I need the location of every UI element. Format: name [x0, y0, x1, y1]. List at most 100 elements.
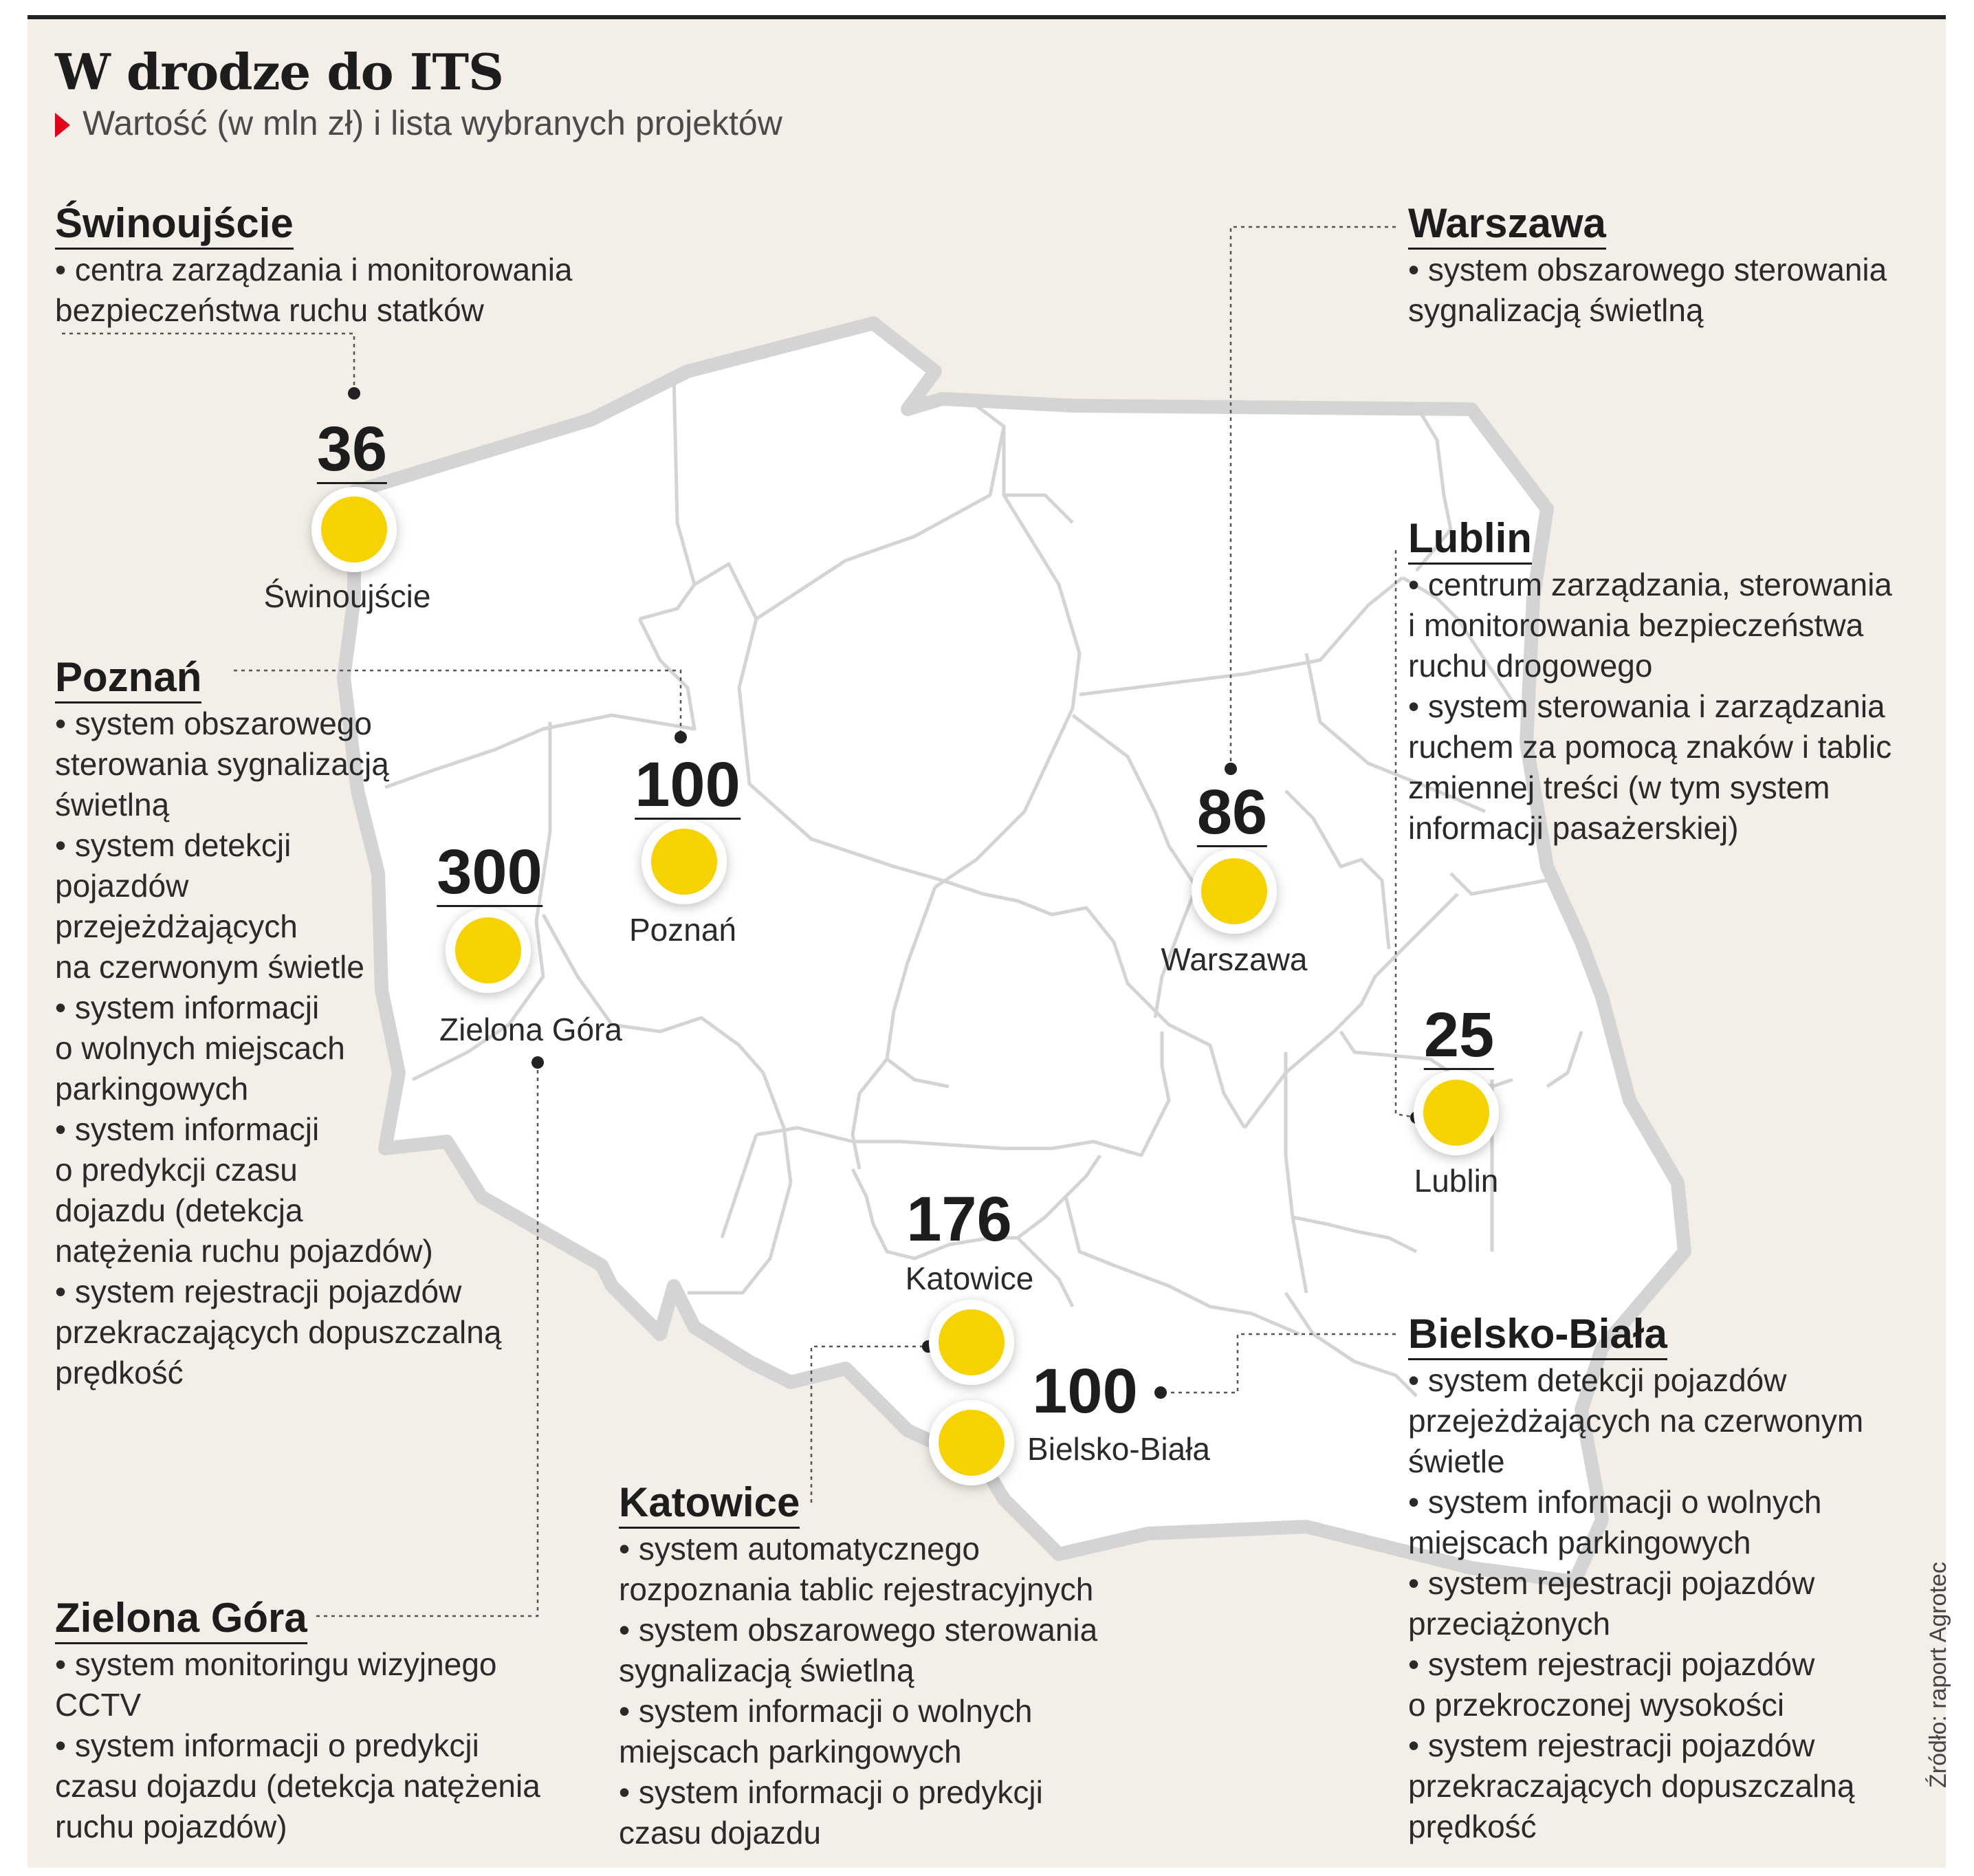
- list-item-cont: ruchu pojazdów): [55, 1809, 287, 1844]
- list-item: system informacji: [55, 988, 501, 1028]
- list-item: system rejestracji pojazdów: [1408, 1563, 1863, 1604]
- list-item-cont: bezpieczeństwa ruchu statków: [55, 290, 573, 331]
- list-item-cont: sygnalizacją świetlną: [1408, 292, 1704, 328]
- block-items: system monitoringu wizyjnego CCTV system…: [55, 1644, 540, 1847]
- block-heading: Zielona Góra: [55, 1594, 307, 1644]
- list-item: system informacji o predykcji: [619, 1772, 1097, 1813]
- list-item: system rejestracji pojazdów: [55, 1272, 501, 1312]
- block-items: centra zarządzania i monitorowania bezpi…: [55, 250, 573, 331]
- block-warszawa: Warszawa system obszarowego sterowania s…: [1408, 199, 1887, 331]
- block-items: system obszarowego sterowania sygnalizac…: [1408, 250, 1887, 331]
- source-note: Źródło: raport Agrotec: [1925, 1562, 1951, 1788]
- block-zielona-gora: Zielona Góra system monitoringu wizyjneg…: [55, 1594, 540, 1847]
- marker-zielona-gora: [446, 908, 531, 993]
- list-item-cont: o predykcji czasu: [55, 1152, 298, 1188]
- block-bielsko-biala: Bielsko-Biała system detekcji pojazdów p…: [1408, 1310, 1863, 1847]
- list-item-cont: przekraczających dopuszczalną: [55, 1314, 502, 1350]
- list-item-cont: natężenia ruchu pojazdów): [55, 1233, 433, 1269]
- list-item-cont: rozpoznania tablic rejestracyjnych: [619, 1571, 1094, 1607]
- list-item: system obszarowego sterowania: [619, 1610, 1097, 1650]
- list-item-cont: prędkość: [1408, 1809, 1537, 1844]
- value-poznan: 100: [635, 750, 741, 820]
- list-item-cont: przekraczających dopuszczalną: [1408, 1768, 1855, 1804]
- marker-lublin: [1414, 1070, 1499, 1155]
- block-heading: Świnoujście: [55, 199, 294, 250]
- list-item: system automatycznego: [619, 1529, 1097, 1569]
- city-markers: [311, 487, 1499, 1485]
- list-item: system informacji o wolnych: [619, 1691, 1097, 1732]
- block-items: system automatycznego rozpoznania tablic…: [619, 1529, 1097, 1853]
- list-item-cont: sterowania sygnalizacją: [55, 746, 389, 782]
- city-label-bielsko-biala: Bielsko-Biała: [1027, 1431, 1210, 1467]
- list-item-cont: dojazdu (detekcja: [55, 1192, 303, 1228]
- leader-lines: [62, 226, 1417, 1617]
- list-item: system obszarowego sterowania: [1408, 250, 1887, 290]
- block-items: system detekcji pojazdów przejeżdżającyc…: [1408, 1360, 1863, 1847]
- marker-bielsko-biala: [929, 1400, 1014, 1485]
- list-item-cont: czasu dojazdu (detekcja natężenia: [55, 1768, 540, 1804]
- block-katowice: Katowice system automatycznego rozpoznan…: [619, 1479, 1097, 1853]
- block-heading: Warszawa: [1408, 199, 1606, 250]
- list-item-cont: informacji pasażerskiej): [1408, 810, 1739, 846]
- block-lublin: Lublin centrum zarządzania, sterowania i…: [1408, 514, 1892, 849]
- list-item-cont: ruchem za pomocą znaków i tablic: [1408, 729, 1892, 765]
- city-label-katowice: Katowice: [905, 1261, 1034, 1296]
- top-rule: [28, 15, 1946, 19]
- list-item: system obszarowego: [55, 704, 501, 744]
- list-item-cont: przejeżdżających na czerwonym: [1408, 1403, 1864, 1439]
- city-label-warszawa: Warszawa: [1161, 941, 1308, 977]
- list-item: system informacji: [55, 1109, 501, 1150]
- marker-katowice: [929, 1300, 1014, 1385]
- list-item-cont: zmiennej treści (w tym system: [1408, 770, 1830, 805]
- city-label-poznan: Poznań: [628, 912, 737, 948]
- value-swinoujscie: 36: [316, 414, 388, 484]
- list-item-cont: przejeżdżających: [55, 908, 298, 944]
- list-item: system monitoringu wizyjnego: [55, 1644, 540, 1685]
- list-item: system informacji o wolnych: [1408, 1482, 1863, 1523]
- block-heading: Lublin: [1408, 514, 1532, 565]
- list-item-cont: prędkość: [55, 1355, 184, 1390]
- list-item-cont: sygnalizacją świetlną: [619, 1653, 914, 1688]
- list-item-text: bezpieczeństwa ruchu statków: [55, 292, 484, 328]
- block-items: centrum zarządzania, sterowania i monito…: [1408, 565, 1892, 849]
- list-item-cont: i monitorowania bezpieczeństwa: [1408, 607, 1864, 643]
- list-item: system sterowania i zarządzania: [1408, 686, 1892, 727]
- block-heading: Poznań: [55, 653, 202, 704]
- list-item: system rejestracji pojazdów: [1408, 1725, 1863, 1766]
- triangle-bullet-icon: [55, 113, 70, 138]
- list-item-cont: przeciążonych: [1408, 1606, 1611, 1642]
- province-borders: [384, 374, 1583, 1397]
- list-item: system informacji o predykcji: [55, 1725, 540, 1766]
- value-katowice: 176: [906, 1184, 1012, 1254]
- list-item-cont: świetlną: [55, 787, 170, 822]
- list-item-cont: o wolnych miejscach: [55, 1030, 345, 1066]
- page-subtitle: Wartość (w mln zł) i lista wybranych pro…: [55, 103, 782, 143]
- list-item: system detekcji: [55, 825, 501, 866]
- city-label-lublin: Lublin: [1414, 1163, 1499, 1199]
- list-item-cont: parkingowych: [55, 1071, 249, 1106]
- value-warszawa: 86: [1196, 777, 1268, 847]
- block-heading: Katowice: [619, 1479, 800, 1529]
- marker-warszawa: [1192, 849, 1277, 934]
- list-item-cont: miejscach parkingowych: [619, 1734, 962, 1769]
- subtitle-text: Wartość (w mln zł) i lista wybranych pro…: [83, 104, 782, 142]
- list-item-cont: na czerwonym świetle: [55, 949, 364, 985]
- list-item: system detekcji pojazdów: [1408, 1360, 1863, 1401]
- list-item-cont: ruchu drogowego: [1408, 648, 1653, 684]
- value-lublin: 25: [1423, 1000, 1495, 1070]
- list-item-cont: czasu dojazdu: [619, 1815, 822, 1851]
- value-bielsko-biala: 100: [1032, 1356, 1138, 1426]
- block-heading: Bielsko-Biała: [1408, 1310, 1667, 1360]
- list-item-cont: miejscach parkingowych: [1408, 1525, 1751, 1560]
- block-swinoujscie: Świnoujście centra zarządzania i monitor…: [55, 199, 573, 331]
- page-title: W drodze do ITS: [55, 43, 504, 101]
- list-item: centrum zarządzania, sterowania: [1408, 565, 1892, 605]
- marker-swinoujscie: [311, 487, 397, 572]
- list-item-cont: pojazdów: [55, 868, 189, 904]
- city-label-swinoujscie: Świnoujście: [263, 578, 431, 614]
- list-item-cont: CCTV: [55, 1687, 142, 1723]
- list-item: centra zarządzania i monitorowania: [55, 250, 573, 290]
- list-item: system rejestracji pojazdów: [1408, 1644, 1863, 1685]
